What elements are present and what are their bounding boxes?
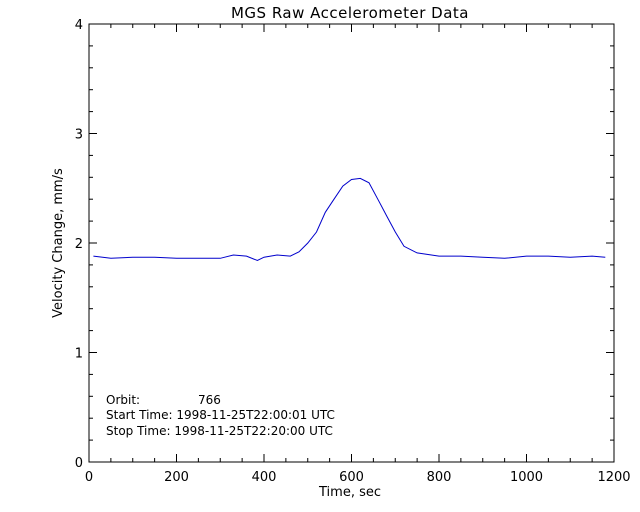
x-tick-label-1000: 1000 <box>510 470 543 485</box>
x-axis-label: Time, sec <box>318 485 381 500</box>
y-tick-labels: 0 1 2 3 4 <box>75 18 83 471</box>
x-tick-label-200: 200 <box>164 470 189 485</box>
y-ticks <box>89 23 614 463</box>
orbit-label: Orbit: <box>106 393 140 407</box>
x-tick-label-800: 800 <box>427 470 452 485</box>
y-tick-label-1: 1 <box>75 347 83 362</box>
y-tick-label-3: 3 <box>75 128 83 143</box>
y-tick-label-0: 0 <box>75 456 83 471</box>
x-tick-label-1200: 1200 <box>597 470 630 485</box>
start-time: Start Time: 1998-11-25T22:00:01 UTC <box>106 408 335 422</box>
x-tick-label-400: 400 <box>252 470 277 485</box>
y-tick-label-2: 2 <box>75 237 83 252</box>
y-axis-label: Velocity Change, mm/s <box>51 168 66 318</box>
x-tick-labels: 0 200 400 600 800 1000 1200 <box>85 470 631 485</box>
plot-frame <box>88 23 615 463</box>
series-line-velocity <box>93 177 606 262</box>
x-tick-label-600: 600 <box>339 470 364 485</box>
x-tick-label-0: 0 <box>85 470 93 485</box>
chart-title: MGS Raw Accelerometer Data <box>231 4 469 22</box>
y-tick-label-4: 4 <box>75 18 83 33</box>
stop-time: Stop Time: 1998-11-25T22:20:00 UTC <box>106 424 333 438</box>
orbit-value: 766 <box>198 393 221 407</box>
x-ticks <box>88 24 615 462</box>
